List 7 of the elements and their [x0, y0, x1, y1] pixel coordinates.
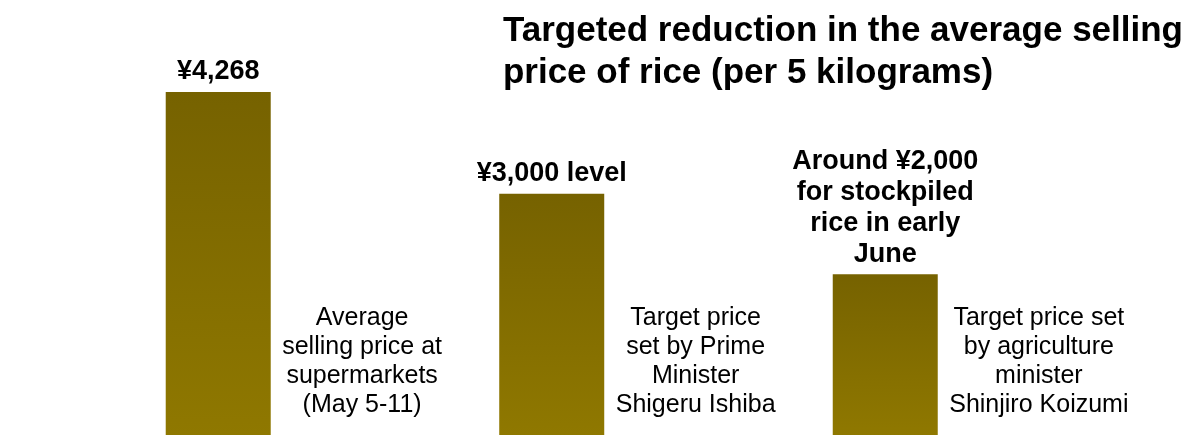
- data-label: ¥4,268: [176, 55, 260, 86]
- x-tick-label: Target price set by Prime Minister Shigeru Ishiba: [615, 301, 776, 417]
- data-label: ¥3,000 level: [476, 157, 627, 188]
- data-label: Around ¥2,000 for stockpiled rice in early June: [792, 144, 979, 268]
- x-tick-label: Target price set by agriculture minister Shinjiro Koizumi: [949, 301, 1129, 417]
- x-tick-label: Average selling price at supermarkets (May 5-11): [282, 301, 443, 417]
- chart-title: Targeted reduction in the average selling price of rice (per 5 kilograms): [502, 8, 1183, 90]
